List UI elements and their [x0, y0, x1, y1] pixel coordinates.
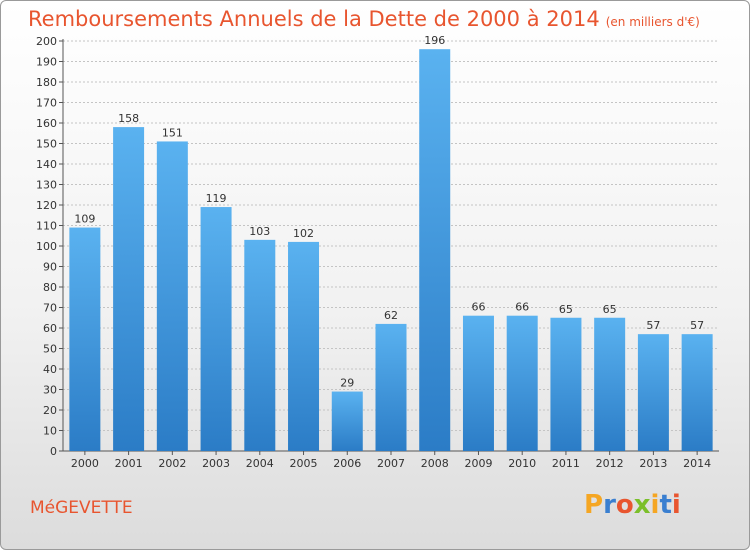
y-tick-label: 190 [36, 56, 57, 69]
bar [244, 239, 276, 451]
bar-value-label: 151 [162, 126, 183, 139]
bar-value-label: 62 [384, 309, 398, 322]
y-tick-label: 60 [43, 322, 57, 335]
x-tick-label: 2006 [333, 457, 361, 470]
x-tick-label: 2008 [421, 457, 449, 470]
bar-value-label: 109 [74, 213, 95, 226]
bar-value-label: 66 [515, 301, 529, 314]
logo-letter: o [615, 490, 634, 520]
x-tick-label: 2012 [596, 457, 624, 470]
y-tick-label: 130 [36, 179, 57, 192]
bar [550, 317, 582, 451]
y-tick-label: 10 [43, 425, 57, 438]
y-tick-label: 20 [43, 404, 57, 417]
bar-value-label: 65 [603, 303, 617, 316]
bar [462, 315, 494, 451]
bar-value-label: 103 [249, 225, 270, 238]
x-tick-label: 2005 [290, 457, 318, 470]
y-tick-label: 180 [36, 76, 57, 89]
y-tick-label: 100 [36, 240, 57, 253]
bar-value-label: 57 [690, 319, 704, 332]
chart-subtitle: (en milliers d'€) [605, 15, 700, 29]
x-tick-label: 2000 [71, 457, 99, 470]
x-tick-label: 2003 [202, 457, 230, 470]
proxiti-logo: Proxiti [584, 490, 681, 520]
logo-letter: i [650, 490, 660, 520]
bar [200, 207, 232, 451]
chart-title-text: Remboursements Annuels de la Dette de 20… [28, 7, 600, 31]
logo-letter: r [603, 490, 616, 520]
y-tick-label: 160 [36, 117, 57, 130]
y-tick-label: 70 [43, 302, 57, 315]
logo-letter: P [584, 490, 604, 520]
bar [594, 317, 626, 451]
x-tick-label: 2010 [508, 457, 536, 470]
bar-value-label: 66 [471, 301, 485, 314]
x-tick-label: 2007 [377, 457, 405, 470]
bar [375, 323, 407, 451]
bar [506, 315, 538, 451]
chart-title: Remboursements Annuels de la Dette de 20… [28, 7, 700, 31]
bar-value-label: 119 [206, 192, 227, 205]
bar-value-label: 158 [118, 112, 139, 125]
y-tick-label: 0 [50, 445, 57, 458]
bar-value-label: 65 [559, 303, 573, 316]
y-tick-label: 30 [43, 384, 57, 397]
bar [69, 227, 101, 451]
bar [288, 241, 320, 451]
bar [419, 49, 451, 451]
y-tick-label: 50 [43, 343, 57, 356]
x-tick-label: 2002 [158, 457, 186, 470]
x-tick-label: 2009 [464, 457, 492, 470]
y-tick-label: 200 [36, 35, 57, 48]
y-tick-label: 110 [36, 220, 57, 233]
logo-letter: t [659, 490, 672, 520]
bar [113, 127, 145, 451]
logo-letter: x [633, 490, 651, 520]
bar [637, 334, 669, 451]
logo-letter: i [671, 490, 681, 520]
bar [681, 334, 713, 451]
x-tick-label: 2004 [246, 457, 274, 470]
x-tick-label: 2001 [115, 457, 143, 470]
x-tick-label: 2014 [683, 457, 711, 470]
bar-value-label: 196 [424, 34, 445, 47]
y-tick-label: 120 [36, 199, 57, 212]
y-tick-label: 90 [43, 261, 57, 274]
bar-value-label: 57 [646, 319, 660, 332]
bar [331, 391, 363, 451]
y-tick-label: 40 [43, 363, 57, 376]
y-tick-label: 140 [36, 158, 57, 171]
y-tick-label: 170 [36, 97, 57, 110]
bar-value-label: 29 [340, 377, 354, 390]
y-tick-label: 80 [43, 281, 57, 294]
y-tick-label: 150 [36, 138, 57, 151]
bar-value-label: 102 [293, 227, 314, 240]
x-tick-label: 2011 [552, 457, 580, 470]
x-tick-label: 2013 [639, 457, 667, 470]
bar [156, 141, 188, 451]
commune-name: MéGEVETTE [30, 498, 133, 518]
